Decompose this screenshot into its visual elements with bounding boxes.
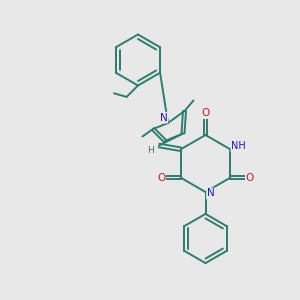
Text: O: O (246, 173, 254, 183)
Text: H: H (147, 146, 153, 155)
Text: N: N (160, 112, 167, 123)
Text: N: N (207, 188, 215, 199)
Text: O: O (157, 173, 165, 183)
Text: O: O (201, 108, 210, 118)
Text: NH: NH (231, 141, 246, 151)
